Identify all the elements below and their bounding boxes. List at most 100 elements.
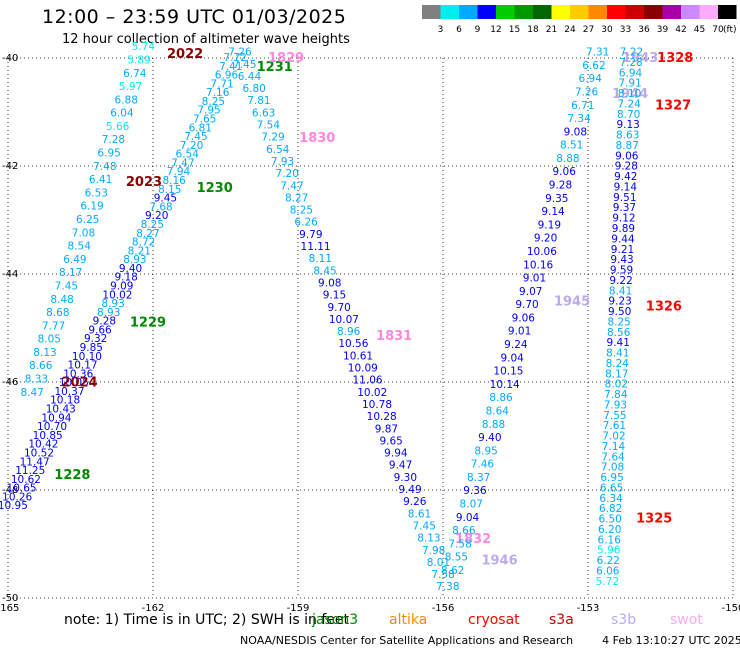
time-label: 1228 <box>54 468 90 483</box>
wave-height-label: 7.47 <box>171 157 194 169</box>
wave-height-label: 6.16 <box>598 534 622 546</box>
color-scale-swatch <box>514 5 533 19</box>
wave-height-label: 6.19 <box>80 201 103 213</box>
time-label: 2022 <box>167 47 203 62</box>
wave-height-label: 9.43 <box>610 254 633 266</box>
wave-height-label: 8.17 <box>59 267 82 279</box>
wave-height-label: 6.63 <box>252 107 275 119</box>
wave-height-label: 8.33 <box>25 374 48 386</box>
chart-subtitle: 12 hour collection of altimeter wave hei… <box>62 32 350 47</box>
time-label: 1231 <box>257 60 293 75</box>
wave-height-label: 6.80 <box>242 83 265 95</box>
footer-timestamp: 4 Feb 13:10:27 UTC 2025 <box>602 634 740 647</box>
wave-height-label: 9.70 <box>327 302 350 314</box>
wave-height-label: 7.41 <box>219 61 242 73</box>
wave-height-label: 8.05 <box>38 334 61 346</box>
color-scale-swatch <box>496 5 515 19</box>
wave-height-label: 6.41 <box>89 174 112 186</box>
x-tick-label: -150 <box>722 603 740 612</box>
wave-height-label: 9.44 <box>611 233 635 245</box>
wave-height-label: 9.04 <box>456 512 480 524</box>
wave-height-label: 9.13 <box>616 119 639 131</box>
wave-height-label: 6.88 <box>115 94 138 106</box>
color-scale-tick: 30 <box>601 25 613 35</box>
wave-height-label: 6.26 <box>294 217 318 229</box>
color-scale-legend: 3 6 9 12 15 18 21 24 27 30 33 36 39 42 45 70 (ft) <box>422 5 737 35</box>
wave-height-label: 7.65 <box>193 114 216 126</box>
wave-height-label: 8.93 <box>101 298 124 310</box>
wave-height-label: 7.93 <box>271 156 294 168</box>
wave-height-label: 7.02 <box>602 431 625 443</box>
chart-title: 12:00 – 23:59 UTC 01/03/2025 <box>42 6 347 28</box>
wave-height-label: 7.08 <box>72 227 95 239</box>
wave-height-label: 7.28 <box>619 57 642 69</box>
wave-height-label: 6.96 <box>215 70 239 82</box>
wave-height-label: 9.45 <box>154 193 177 205</box>
wave-height-label: 7.54 <box>257 120 281 132</box>
wave-height-label: 9.51 <box>613 192 636 204</box>
time-label: 1945 <box>554 294 590 309</box>
satellite-s3a: s3a <box>549 612 574 628</box>
satellite-swot: swot <box>670 612 703 628</box>
footer-credit: NOAA/NESDIS Center for Satellite Applica… <box>240 634 574 647</box>
wave-height-label: 9.06 <box>553 166 577 178</box>
color-scale-tick: 70 <box>712 25 724 35</box>
wave-height-label: 8.24 <box>606 358 630 370</box>
time-label: 1943 <box>622 51 658 66</box>
track-B: 8.478.33 8.668.138.05 7.778.688.48 7.458.17… <box>20 41 203 399</box>
wave-height-label: 7.45 <box>233 59 256 71</box>
color-scale-swatch <box>422 5 441 19</box>
color-scale-tick: 3 <box>438 25 444 35</box>
wave-height-label: 7.45 <box>184 131 207 143</box>
wave-height-label: 9.15 <box>323 290 346 302</box>
x-tick-label: -156 <box>432 603 455 612</box>
wave-height-label: 8.61 <box>408 508 431 520</box>
wave-height-label: 10.94 <box>41 412 71 424</box>
wave-height-label: 10.28 <box>367 411 397 423</box>
wave-height-label: 9.14 <box>614 181 638 193</box>
wave-height-label: 8.55 <box>445 552 468 564</box>
wave-height-label: 10.02 <box>357 387 387 399</box>
wave-height-label: 11.47 <box>20 456 50 468</box>
color-scale-tick: 24 <box>564 25 576 35</box>
color-scale-swatch <box>699 5 718 19</box>
wave-height-label: 9.21 <box>611 244 634 256</box>
wave-height-label: 11.25 <box>15 465 45 477</box>
time-label: 1229 <box>130 315 166 330</box>
wave-height-label: 8.48 <box>50 294 73 306</box>
wave-height-label: 9.01 <box>523 273 546 285</box>
wave-height-label: 7.84 <box>604 389 628 401</box>
wave-height-label: 10.37 <box>54 386 84 398</box>
x-tick-label: -153 <box>577 603 600 612</box>
wave-height-label: 9.50 <box>608 306 631 318</box>
time-label: 1944 <box>612 87 648 102</box>
color-scale-swatch <box>681 5 700 19</box>
wave-height-label: 8.41 <box>609 285 632 297</box>
wave-height-label: 9.30 <box>394 472 417 484</box>
wave-height-label: 9.87 <box>375 423 398 435</box>
wave-height-label: 9.08 <box>318 277 341 289</box>
wave-height-label: 7.16 <box>206 87 230 99</box>
wave-height-label: 5.72 <box>596 576 619 588</box>
wave-height-label: 10.16 <box>523 259 553 271</box>
wave-height-label: 6.94 <box>579 73 603 85</box>
wave-height-label: 8.47 <box>20 387 43 399</box>
wave-height-label: 8.51 <box>560 140 583 152</box>
color-scale-swatch <box>551 5 570 19</box>
color-scale-swatch <box>533 5 552 19</box>
wave-height-label: 7.22 <box>620 47 643 59</box>
wave-height-label: 7.77 <box>42 320 65 332</box>
wave-height-label: 10.06 <box>527 246 557 258</box>
time-label: 2024 <box>61 375 97 390</box>
color-scale-swatch <box>662 5 681 19</box>
wave-height-label: 8.37 <box>467 472 490 484</box>
wave-height-label: 7.29 <box>261 132 284 144</box>
wave-height-label: 8.68 <box>46 307 69 319</box>
color-scale-swatch <box>477 5 496 19</box>
color-scale-swatch <box>570 5 589 19</box>
wave-height-label: 8.01 <box>427 557 450 569</box>
wave-height-label: 10.10 <box>72 351 102 363</box>
color-scale-tick: 42 <box>675 25 686 35</box>
wave-height-label: 8.64 <box>486 405 510 417</box>
color-scale-tick: 36 <box>638 25 650 35</box>
